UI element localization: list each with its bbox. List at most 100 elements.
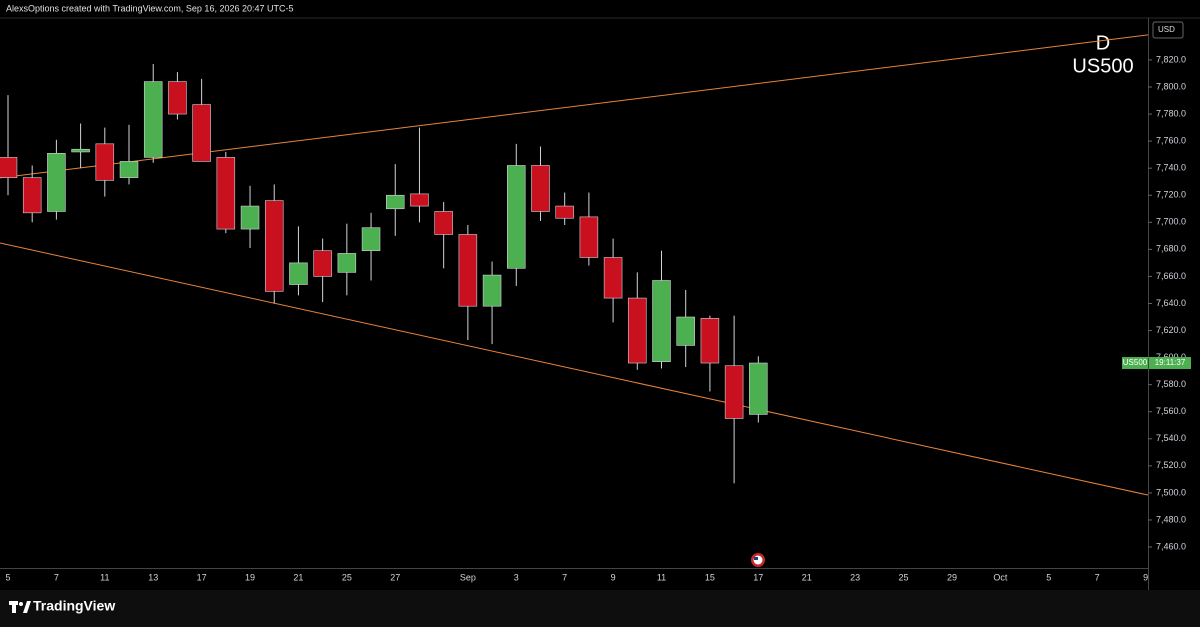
currency-box[interactable] — [1152, 21, 1184, 39]
candle — [71, 123, 90, 169]
candle — [458, 225, 478, 341]
candle — [482, 261, 502, 345]
logo-slash — [23, 601, 31, 613]
candle — [410, 127, 429, 223]
x-tick-label: 11 — [657, 572, 666, 582]
candle-body — [337, 253, 357, 273]
candle-body — [216, 157, 236, 230]
candle-body — [119, 161, 139, 178]
plot-area — [0, 34, 1148, 496]
currency: USD — [1158, 25, 1175, 34]
event-icon[interactable] — [751, 553, 765, 567]
candle — [0, 95, 18, 196]
x-tick-label: 5 — [1046, 572, 1051, 582]
y-tick-label: 7,740.0 — [1156, 163, 1186, 173]
watermark-symbol: US500 — [1072, 55, 1133, 77]
candle — [95, 127, 115, 197]
x-tick-label: Oct — [993, 572, 1008, 582]
candle-body — [676, 316, 695, 346]
candle — [676, 289, 695, 368]
x-tick-label: Sep — [460, 572, 476, 582]
y-tick-label: 7,480.0 — [1156, 514, 1186, 524]
candle-body — [192, 104, 211, 162]
y-tick-label: 7,520.0 — [1156, 460, 1186, 470]
candle — [313, 238, 332, 303]
candle-body — [410, 193, 429, 207]
candle — [700, 315, 720, 392]
x-tick-label: 17 — [753, 572, 763, 582]
y-tick-label: 7,700.0 — [1156, 217, 1186, 227]
trendline — [0, 34, 1148, 179]
trendline — [0, 242, 1148, 496]
y-tick-label: 7,780.0 — [1156, 108, 1186, 118]
candle — [361, 212, 381, 281]
y-tick-label: 7,760.0 — [1156, 135, 1186, 145]
x-tick-label: 3 — [514, 572, 519, 582]
candle-body — [240, 205, 260, 230]
x-tick-label: 11 — [100, 572, 109, 582]
y-tick-label: 7,800.0 — [1156, 81, 1186, 91]
candle-body — [749, 362, 768, 415]
candle-body — [168, 81, 187, 115]
candle — [168, 72, 187, 120]
x-tick-label: 7 — [54, 572, 59, 582]
event-flag-canton — [754, 557, 758, 560]
watermark-interval: D — [1096, 32, 1110, 54]
x-tick-label: 21 — [802, 572, 812, 582]
candle — [434, 202, 453, 269]
x-tick-label: 9 — [1143, 572, 1148, 582]
candle — [192, 78, 211, 162]
footer — [0, 590, 1200, 627]
candle-body — [531, 165, 550, 212]
candle-body — [458, 234, 478, 307]
candle — [749, 356, 768, 423]
candle — [240, 185, 260, 249]
candle-body — [555, 205, 574, 219]
candle-body — [71, 148, 90, 153]
x-tick-label: 5 — [5, 572, 10, 582]
attribution: AlexsOptions created with TradingView.co… — [6, 3, 294, 13]
candle — [628, 272, 647, 370]
candle-body — [22, 177, 42, 214]
candle-body — [0, 157, 18, 178]
y-tick-label: 7,660.0 — [1156, 271, 1186, 281]
candle-body — [628, 297, 647, 364]
y-tick-label: 7,720.0 — [1156, 190, 1186, 200]
y-tick-label: 7,820.0 — [1156, 54, 1186, 64]
x-tick-label: 25 — [342, 572, 352, 582]
x-tick-label: 29 — [947, 572, 957, 582]
candle — [289, 226, 308, 296]
candle — [385, 164, 405, 236]
candle — [724, 315, 744, 484]
candle — [264, 184, 284, 304]
candle-body — [385, 194, 405, 210]
y-tick-label: 7,620.0 — [1156, 325, 1186, 335]
candle — [579, 192, 599, 266]
candle-body — [724, 365, 744, 419]
x-tick-label: 27 — [390, 572, 400, 582]
logo-stem — [12, 601, 16, 613]
x-tick-label: 19 — [245, 572, 255, 582]
candle — [143, 64, 163, 163]
candle-body — [264, 200, 284, 292]
candle-body — [289, 262, 308, 285]
x-tick-label: 23 — [850, 572, 860, 582]
y-tick-label: 7,540.0 — [1156, 433, 1186, 443]
candle-body — [47, 153, 66, 212]
candle-body — [361, 227, 381, 252]
price-tag-box — [1149, 357, 1191, 370]
candle — [337, 223, 357, 296]
candle — [603, 238, 623, 323]
candle-body — [143, 81, 163, 158]
candle-body — [434, 211, 453, 235]
x-tick-label: 9 — [611, 572, 616, 582]
candle — [22, 165, 42, 223]
price-tag-countdown: 19:11:37 — [1155, 358, 1186, 367]
brand-logo[interactable] — [9, 601, 31, 613]
candle-body — [700, 318, 720, 364]
y-tick-label: 7,500.0 — [1156, 487, 1186, 497]
candle — [531, 146, 550, 221]
candle-body — [652, 280, 671, 362]
